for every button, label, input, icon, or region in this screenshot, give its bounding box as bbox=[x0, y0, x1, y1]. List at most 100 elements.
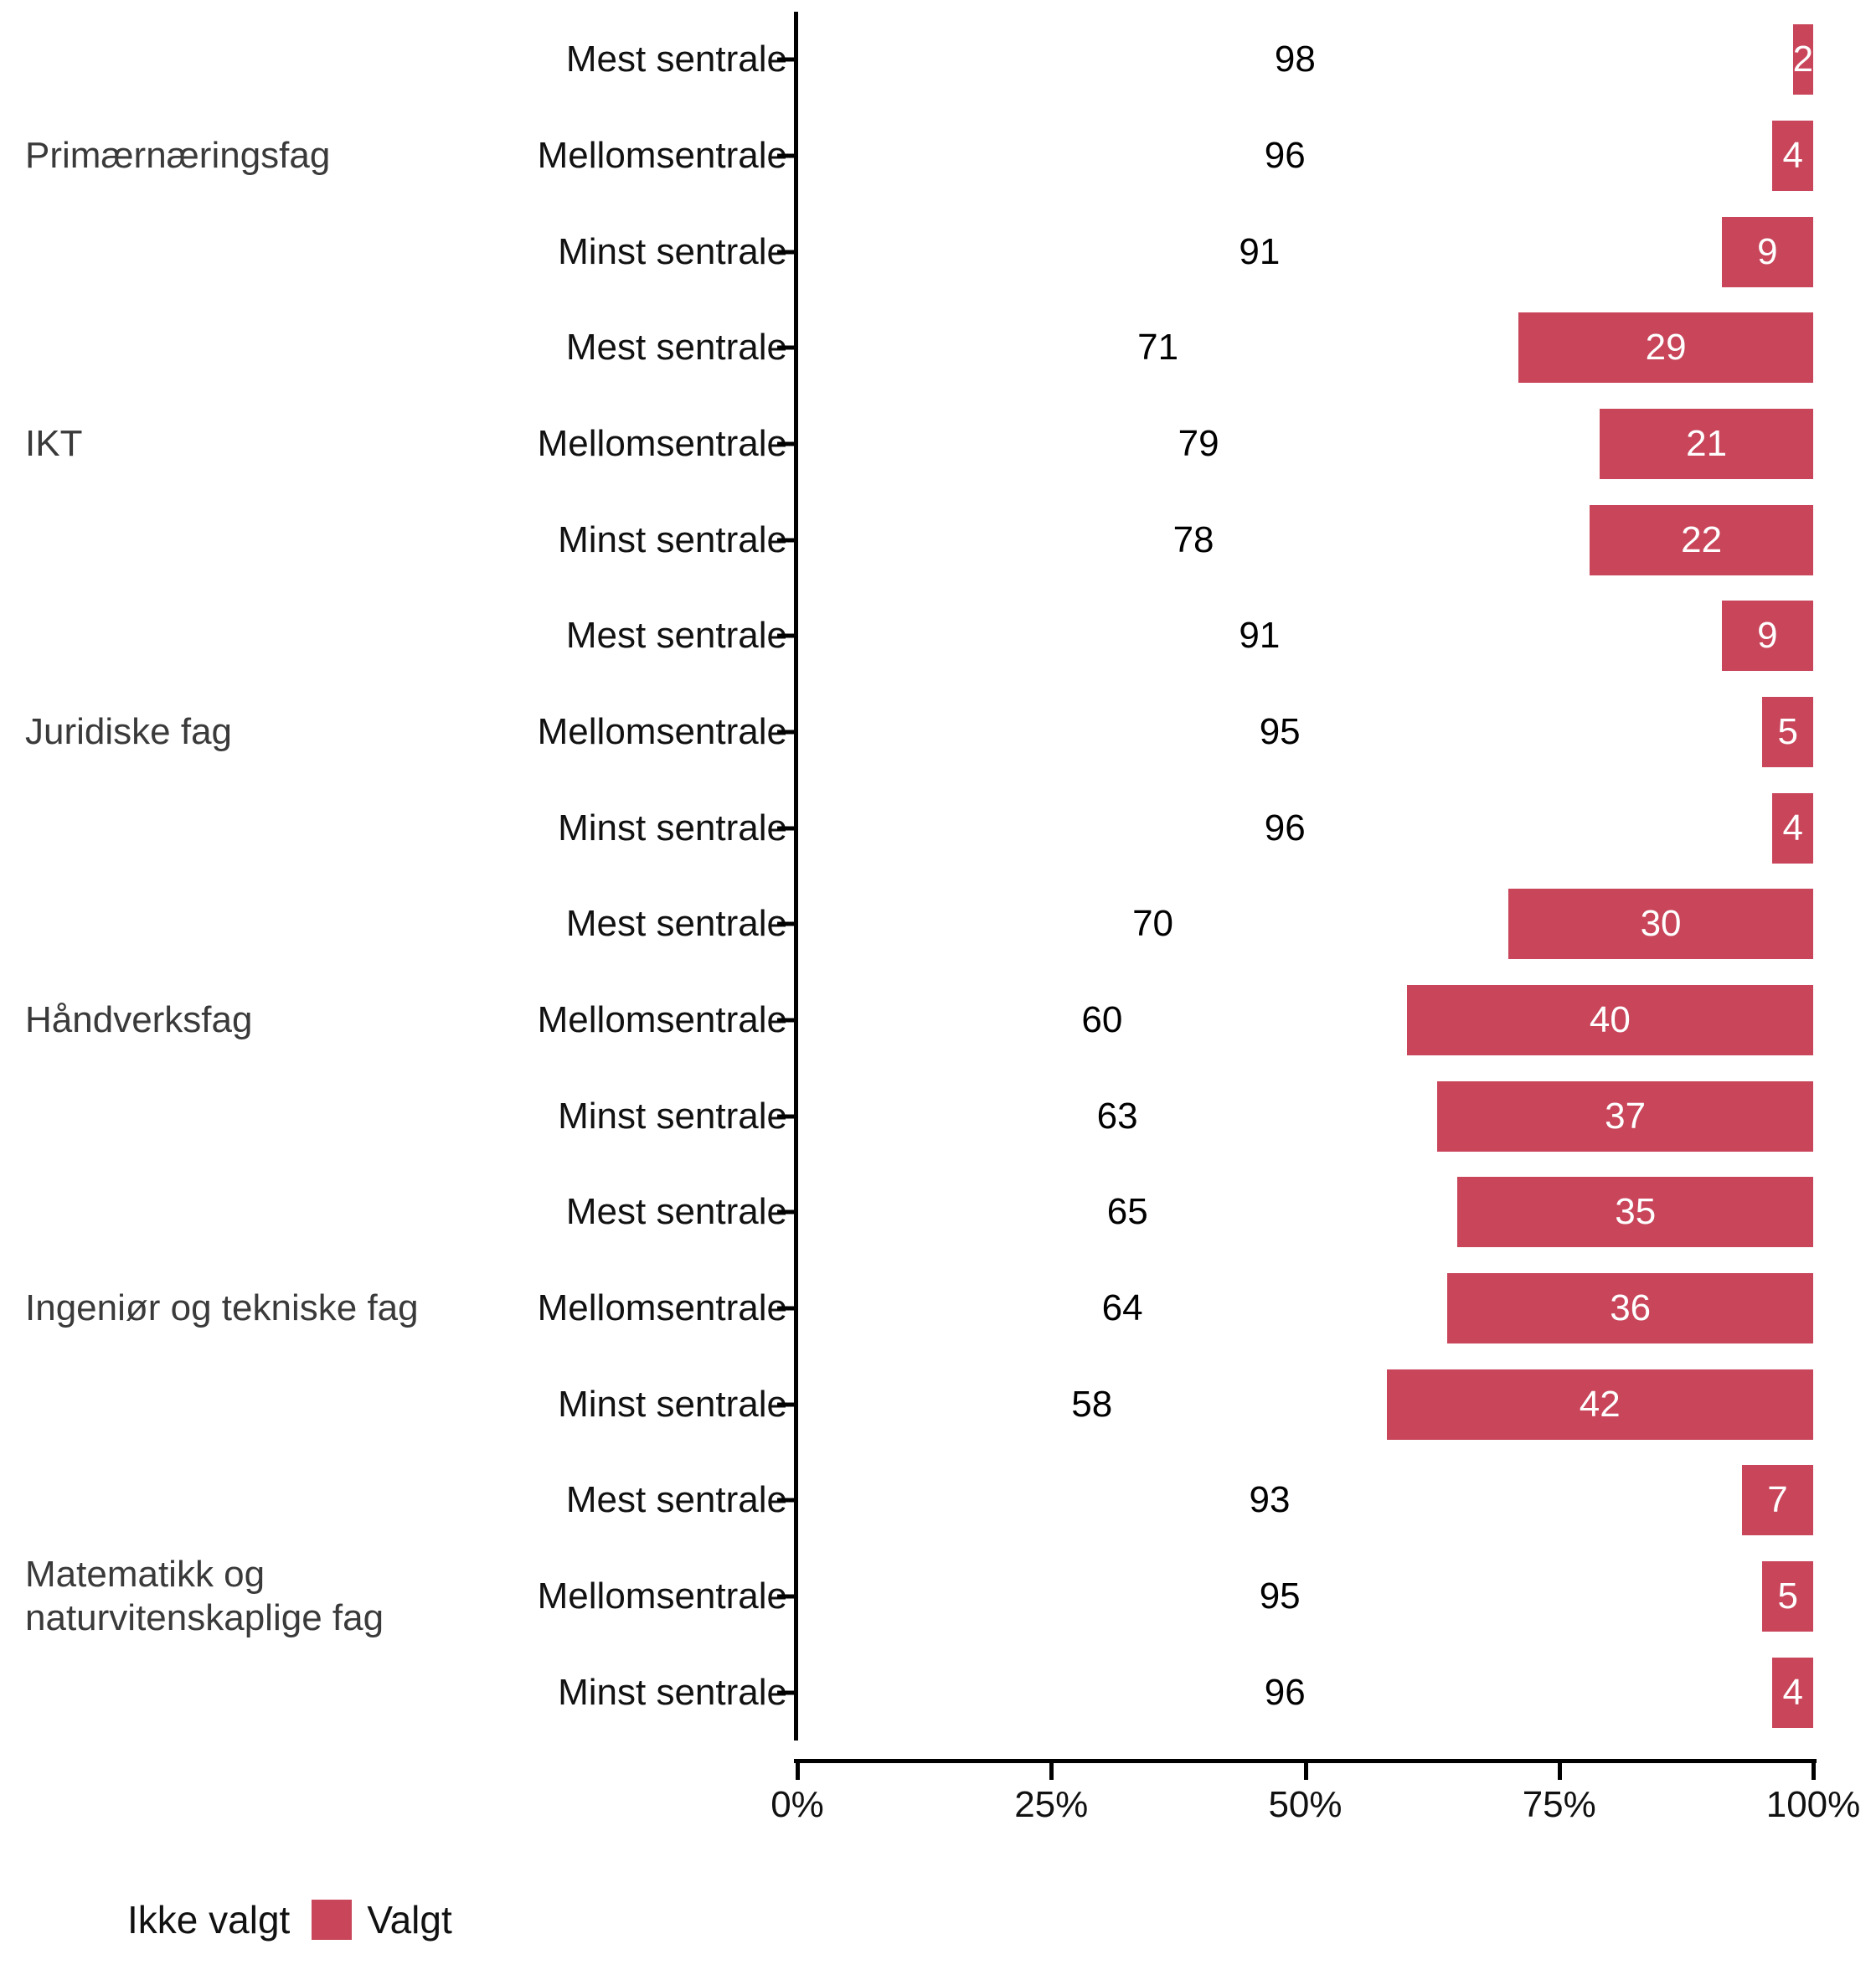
bar-value-label-valgt: 5 bbox=[1777, 710, 1798, 752]
x-axis-line bbox=[794, 1759, 1817, 1763]
facet-group: Primærnæringsfag Mest sentrale 98 2 Mellomse… bbox=[0, 12, 1876, 300]
bar-row: Mest sentrale 98 2 bbox=[0, 12, 1876, 108]
facet-group: Matematikk og naturvitenskaplige fag Mest… bbox=[0, 1452, 1876, 1741]
x-axis-tick bbox=[796, 1763, 800, 1780]
legend-label-ikke-valgt: Ikke valgt bbox=[127, 1898, 291, 1942]
bar-value-label-ikke-valgt: 63 bbox=[1096, 1095, 1138, 1137]
bar-value-label-valgt: 29 bbox=[1645, 327, 1687, 369]
row-category-label: Minst sentrale bbox=[558, 230, 787, 272]
bar-area: 96 4 bbox=[797, 780, 1813, 876]
bar-row: Mest sentrale 65 35 bbox=[0, 1164, 1876, 1261]
row-category-label: Mellomsentrale bbox=[537, 710, 787, 752]
facet-group-label: Ingeniør og tekniske fag bbox=[25, 1287, 419, 1329]
bar-value-label-valgt: 36 bbox=[1610, 1287, 1652, 1328]
bar-value-label-valgt: 30 bbox=[1640, 903, 1682, 945]
facet-panel bbox=[794, 1452, 1813, 1741]
bar-row: Minst sentrale 96 4 bbox=[0, 1644, 1876, 1741]
bar-area: 95 5 bbox=[797, 684, 1813, 781]
row-category-label: Minst sentrale bbox=[558, 518, 787, 560]
bar-area: 79 21 bbox=[797, 396, 1813, 492]
bar-area: 60 40 bbox=[797, 972, 1813, 1069]
bar-segment-valgt[interactable]: 2 bbox=[1793, 24, 1813, 95]
y-axis-tick bbox=[777, 633, 796, 638]
bar-value-label-ikke-valgt: 95 bbox=[1259, 710, 1301, 752]
legend-item-valgt[interactable]: Valgt bbox=[312, 1897, 473, 1942]
bar-value-label-valgt: 21 bbox=[1686, 422, 1728, 464]
bar-segment-valgt[interactable]: 4 bbox=[1772, 120, 1813, 191]
row-category-label: Mest sentrale bbox=[565, 39, 787, 80]
bar-segment-valgt[interactable]: 29 bbox=[1518, 312, 1813, 384]
facet-panel-list: Primærnæringsfag Mest sentrale 98 2 Mellomse… bbox=[0, 12, 1876, 1741]
facet-group-label: Primærnæringsfag bbox=[25, 135, 331, 177]
bar-value-label-ikke-valgt: 71 bbox=[1137, 327, 1179, 369]
bar-value-label-valgt: 4 bbox=[1782, 807, 1803, 848]
facet-group: Juridiske fag Mest sentrale 91 9 Mellomsentr… bbox=[0, 588, 1876, 876]
y-axis-line bbox=[794, 876, 798, 1164]
bar-segment-valgt[interactable]: 5 bbox=[1762, 1560, 1813, 1632]
bar-area: 96 4 bbox=[797, 1644, 1813, 1741]
bar-segment-valgt[interactable]: 7 bbox=[1742, 1465, 1813, 1536]
facet-panel bbox=[794, 12, 1813, 300]
bar-segment-valgt[interactable]: 40 bbox=[1406, 984, 1813, 1055]
row-category-label: Mest sentrale bbox=[565, 615, 787, 657]
facet-group-label: IKT bbox=[25, 423, 83, 465]
legend-item-ikke-valgt[interactable]: Ikke valgt bbox=[72, 1897, 312, 1942]
bar-segment-valgt[interactable]: 22 bbox=[1590, 504, 1813, 575]
bar-row: Minst sentrale 91 9 bbox=[0, 204, 1876, 300]
bar-row: Mellomsentrale 95 5 bbox=[0, 1549, 1876, 1645]
y-axis-line bbox=[794, 12, 798, 300]
legend-swatch-ikke-valgt-icon bbox=[72, 1900, 112, 1940]
bar-area: 93 7 bbox=[797, 1452, 1813, 1549]
y-axis-tick bbox=[777, 57, 796, 62]
bar-segment-valgt[interactable]: 37 bbox=[1437, 1080, 1813, 1152]
row-category-label: Minst sentrale bbox=[558, 1671, 787, 1713]
bar-area: 71 29 bbox=[797, 300, 1813, 396]
x-axis-tick bbox=[1557, 1763, 1562, 1780]
bar-segment-valgt[interactable]: 35 bbox=[1457, 1177, 1813, 1248]
y-axis-line bbox=[794, 1452, 798, 1741]
bar-segment-valgt[interactable]: 30 bbox=[1508, 889, 1813, 960]
bar-value-label-valgt: 4 bbox=[1782, 134, 1803, 176]
bar-area: 95 5 bbox=[797, 1549, 1813, 1645]
bar-area: 96 4 bbox=[797, 108, 1813, 204]
x-axis: 0% 25% 50% 75% 100% bbox=[0, 1759, 1876, 1868]
y-axis-tick bbox=[777, 153, 796, 158]
bar-value-label-valgt: 9 bbox=[1757, 615, 1778, 657]
bar-row: Mellomsentrale 95 5 bbox=[0, 684, 1876, 781]
y-axis-tick bbox=[777, 441, 796, 446]
bar-value-label-ikke-valgt: 96 bbox=[1264, 807, 1306, 848]
y-axis-tick bbox=[777, 1690, 796, 1695]
bar-value-label-ikke-valgt: 58 bbox=[1071, 1383, 1113, 1425]
bar-segment-valgt[interactable]: 5 bbox=[1762, 696, 1813, 767]
y-axis-tick bbox=[777, 1594, 796, 1599]
bar-area: 91 9 bbox=[797, 204, 1813, 300]
bar-row: Mellomsentrale 96 4 bbox=[0, 108, 1876, 204]
bar-row: Minst sentrale 63 37 bbox=[0, 1068, 1876, 1164]
bar-area: 91 9 bbox=[797, 588, 1813, 684]
bar-value-label-valgt: 35 bbox=[1615, 1191, 1657, 1233]
bar-value-label-valgt: 2 bbox=[1792, 39, 1814, 80]
bar-segment-valgt[interactable]: 21 bbox=[1600, 408, 1813, 479]
bar-row: Mellomsentrale 64 36 bbox=[0, 1261, 1876, 1357]
bar-area: 98 2 bbox=[797, 12, 1813, 108]
bar-segment-valgt[interactable]: 9 bbox=[1721, 216, 1813, 287]
legend-label-valgt: Valgt bbox=[367, 1898, 452, 1942]
y-axis-line bbox=[794, 1164, 798, 1452]
row-category-label: Mest sentrale bbox=[565, 1479, 787, 1521]
bar-value-label-valgt: 9 bbox=[1757, 230, 1778, 272]
facet-group: Ingeniør og tekniske fag Mest sentrale 65 3… bbox=[0, 1164, 1876, 1452]
bar-value-label-ikke-valgt: 91 bbox=[1239, 230, 1281, 272]
bar-value-label-valgt: 40 bbox=[1589, 998, 1631, 1040]
facet-panel bbox=[794, 876, 1813, 1164]
bar-row: Minst sentrale 96 4 bbox=[0, 780, 1876, 876]
bar-segment-valgt[interactable]: 4 bbox=[1772, 1657, 1813, 1728]
x-axis-tick bbox=[1812, 1763, 1816, 1780]
bar-segment-valgt[interactable]: 9 bbox=[1721, 601, 1813, 672]
bar-area: 63 37 bbox=[797, 1068, 1813, 1164]
row-category-label: Mellomsentrale bbox=[537, 1575, 787, 1617]
bar-segment-valgt[interactable]: 4 bbox=[1772, 792, 1813, 864]
row-category-label: Minst sentrale bbox=[558, 1095, 787, 1137]
bar-segment-valgt[interactable]: 42 bbox=[1386, 1369, 1813, 1440]
bar-segment-valgt[interactable]: 36 bbox=[1447, 1272, 1813, 1343]
bar-value-label-valgt: 7 bbox=[1767, 1479, 1788, 1521]
